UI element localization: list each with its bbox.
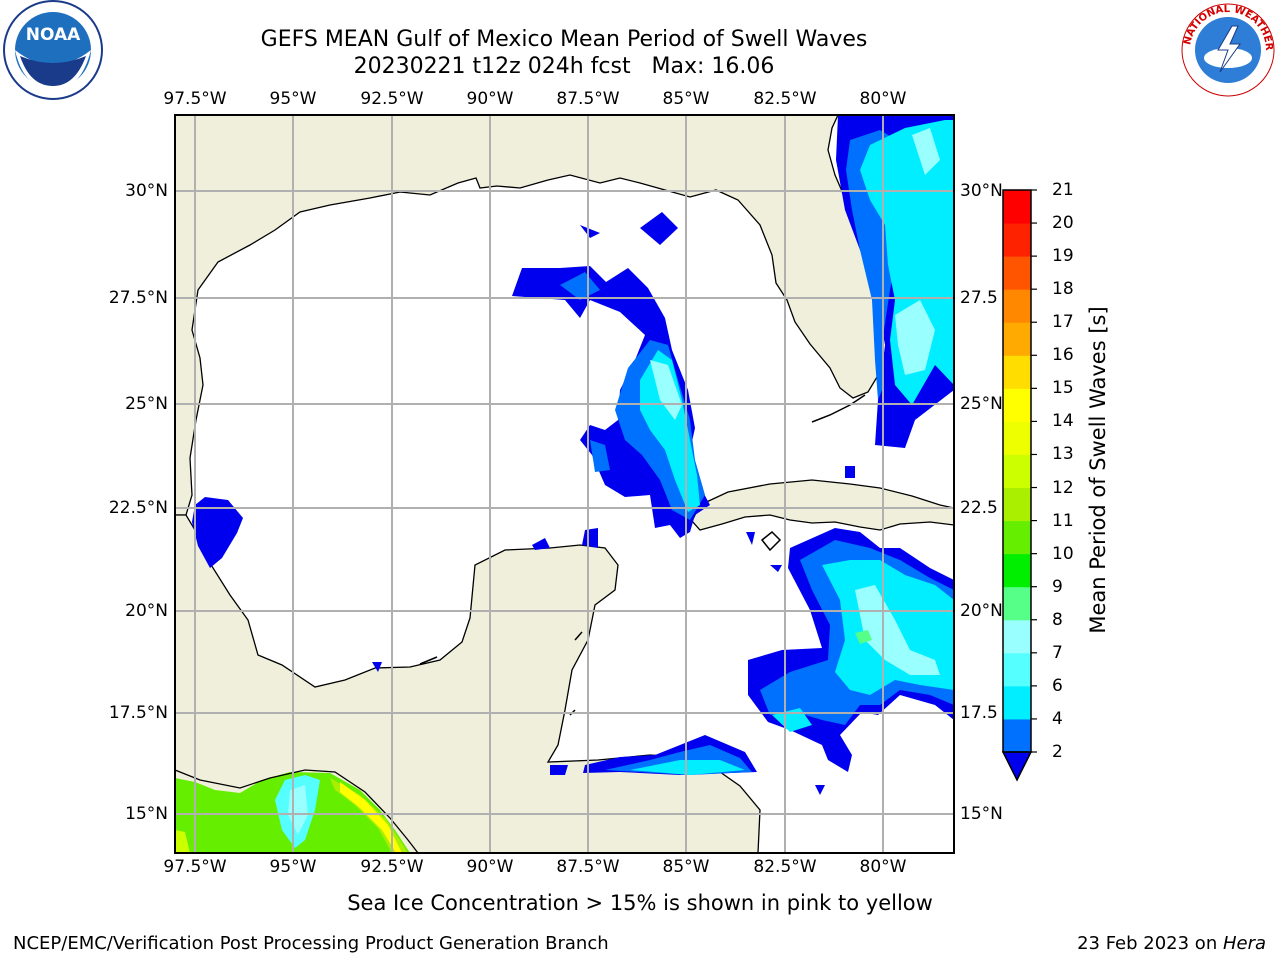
colorbar-tick-label: 21 bbox=[1052, 180, 1074, 200]
lon-tick-top-80: 80°W bbox=[859, 89, 907, 109]
coastline-pacific bbox=[175, 769, 419, 853]
colorbar-tick-label: 15 bbox=[1052, 378, 1074, 399]
lat-tick-right-30: 30°N bbox=[960, 181, 1003, 201]
colorbar-tick-label: 18 bbox=[1052, 279, 1074, 300]
lon-tick-bottom-92-5: 92.5°W bbox=[360, 857, 424, 877]
colorbar-tick-label: 6 bbox=[1052, 675, 1063, 696]
lon-tick-bottom-80: 80°W bbox=[859, 857, 907, 877]
colorbar-tick-label: 11 bbox=[1052, 510, 1074, 531]
lat-tick-left-15: 15°N bbox=[125, 804, 168, 824]
colorbar-segment bbox=[1003, 190, 1031, 224]
colorbar-tick-label: 17 bbox=[1052, 312, 1074, 333]
swell-blue-northeast-gulf bbox=[580, 212, 678, 245]
lon-tick-top-87-5: 87.5°W bbox=[556, 89, 620, 109]
map-gridlines bbox=[175, 115, 954, 853]
colorbar-tick-label: 13 bbox=[1052, 444, 1074, 465]
lon-tick-top-95: 95°W bbox=[269, 89, 317, 109]
colorbar-segment bbox=[1003, 355, 1031, 389]
colorbar-segment bbox=[1003, 421, 1031, 455]
colorbar bbox=[1001, 189, 1037, 782]
lon-tick-bottom-87-5: 87.5°W bbox=[556, 857, 620, 877]
footer-branch: NCEP/EMC/Verification Post Processing Pr… bbox=[13, 933, 609, 954]
colorbar-segment bbox=[1003, 718, 1031, 753]
colorbar-tick-label: 8 bbox=[1052, 609, 1063, 630]
colorbar-tick-label: 9 bbox=[1052, 576, 1063, 597]
map-subtitle: 20230221 t12z 024h fcst Max: 16.06 bbox=[353, 54, 775, 79]
colorbar-label: Mean Period of Swell Waves [s] bbox=[1086, 306, 1110, 634]
lat-tick-right-17-5: 17.5 bbox=[960, 703, 998, 723]
lat-tick-right-15: 15°N bbox=[960, 804, 1003, 824]
lon-tick-top-97-5: 97.5°W bbox=[163, 89, 227, 109]
colorbar-segment bbox=[1003, 685, 1031, 720]
map-title: GEFS MEAN Gulf of Mexico Mean Period of … bbox=[260, 27, 868, 52]
lon-tick-top-82-5: 82.5°W bbox=[753, 89, 817, 109]
footer-date-text: 23 Feb 2023 on bbox=[1077, 933, 1223, 954]
lon-tick-top-85: 85°W bbox=[662, 89, 710, 109]
lon-tick-bottom-85: 85°W bbox=[662, 857, 710, 877]
colorbar-segment bbox=[1003, 487, 1031, 522]
colorbar-segment bbox=[1003, 388, 1031, 422]
colorbar-tick-label: 4 bbox=[1052, 708, 1063, 729]
land-small-islands bbox=[419, 394, 866, 716]
colorbar-segment bbox=[1003, 586, 1031, 621]
lon-tick-bottom-95: 95°W bbox=[269, 857, 317, 877]
colorbar-segment bbox=[1003, 652, 1031, 687]
colorbar-tick-label: 14 bbox=[1052, 411, 1074, 432]
lat-tick-left-20: 20°N bbox=[125, 601, 168, 621]
colorbar-segment bbox=[1003, 553, 1031, 588]
colorbar-extend-min bbox=[1001, 751, 1033, 782]
noaa-logo: NOAA bbox=[3, 0, 103, 100]
lat-tick-right-27-5: 27.5 bbox=[960, 288, 998, 308]
lat-tick-left-22-5: 22.5°N bbox=[108, 498, 168, 518]
swell-blue-campeche bbox=[192, 497, 243, 568]
colorbar-tick-label: 20 bbox=[1052, 213, 1074, 234]
lat-tick-left-17-5: 17.5°N bbox=[108, 703, 168, 723]
map-frame bbox=[174, 114, 955, 854]
colorbar-tick-label: 12 bbox=[1052, 477, 1074, 498]
lat-tick-right-22-5: 22.5 bbox=[960, 498, 998, 518]
footer-date: 23 Feb 2023 on Hera bbox=[1077, 933, 1266, 954]
lat-tick-left-27-5: 27.5°N bbox=[108, 288, 168, 308]
colorbar-segment bbox=[1003, 322, 1031, 356]
land-cuba bbox=[691, 479, 954, 531]
sea-ice-note: Sea Ice Concentration > 15% is shown in … bbox=[347, 891, 933, 915]
colorbar-segment bbox=[1003, 289, 1031, 323]
lat-tick-right-25: 25°N bbox=[960, 394, 1003, 414]
colorbar-segment bbox=[1003, 223, 1031, 257]
lon-tick-bottom-90: 90°W bbox=[466, 857, 514, 877]
colorbar-tick-label: 16 bbox=[1052, 345, 1074, 366]
colorbar-frame bbox=[1002, 189, 1032, 753]
colorbar-segment bbox=[1003, 619, 1031, 654]
colorbar-tick-label: 19 bbox=[1052, 246, 1074, 267]
colorbar-tick-label: 10 bbox=[1052, 543, 1074, 564]
colorbar-segment bbox=[1003, 256, 1031, 290]
lon-tick-top-92-5: 92.5°W bbox=[360, 89, 424, 109]
noaa-logo-text: NOAA bbox=[26, 25, 81, 45]
colorbar-segment bbox=[1003, 520, 1031, 555]
nws-logo: NATIONAL WEATHER SERVICE bbox=[1176, 0, 1275, 97]
swell-period-8-9-spot bbox=[855, 630, 872, 644]
footer-host: Hera bbox=[1222, 933, 1266, 954]
colorbar-tick-label: 2 bbox=[1052, 742, 1063, 762]
colorbar-tick-label: 7 bbox=[1052, 642, 1063, 663]
lat-tick-left-30: 30°N bbox=[125, 181, 168, 201]
lat-tick-right-20: 20°N bbox=[960, 601, 1003, 621]
colorbar-segment bbox=[1003, 454, 1031, 489]
lon-tick-bottom-82-5: 82.5°W bbox=[753, 857, 817, 877]
lon-tick-bottom-97-5: 97.5°W bbox=[163, 857, 227, 877]
lon-tick-top-90: 90°W bbox=[466, 89, 514, 109]
lat-tick-left-25: 25°N bbox=[125, 394, 168, 414]
